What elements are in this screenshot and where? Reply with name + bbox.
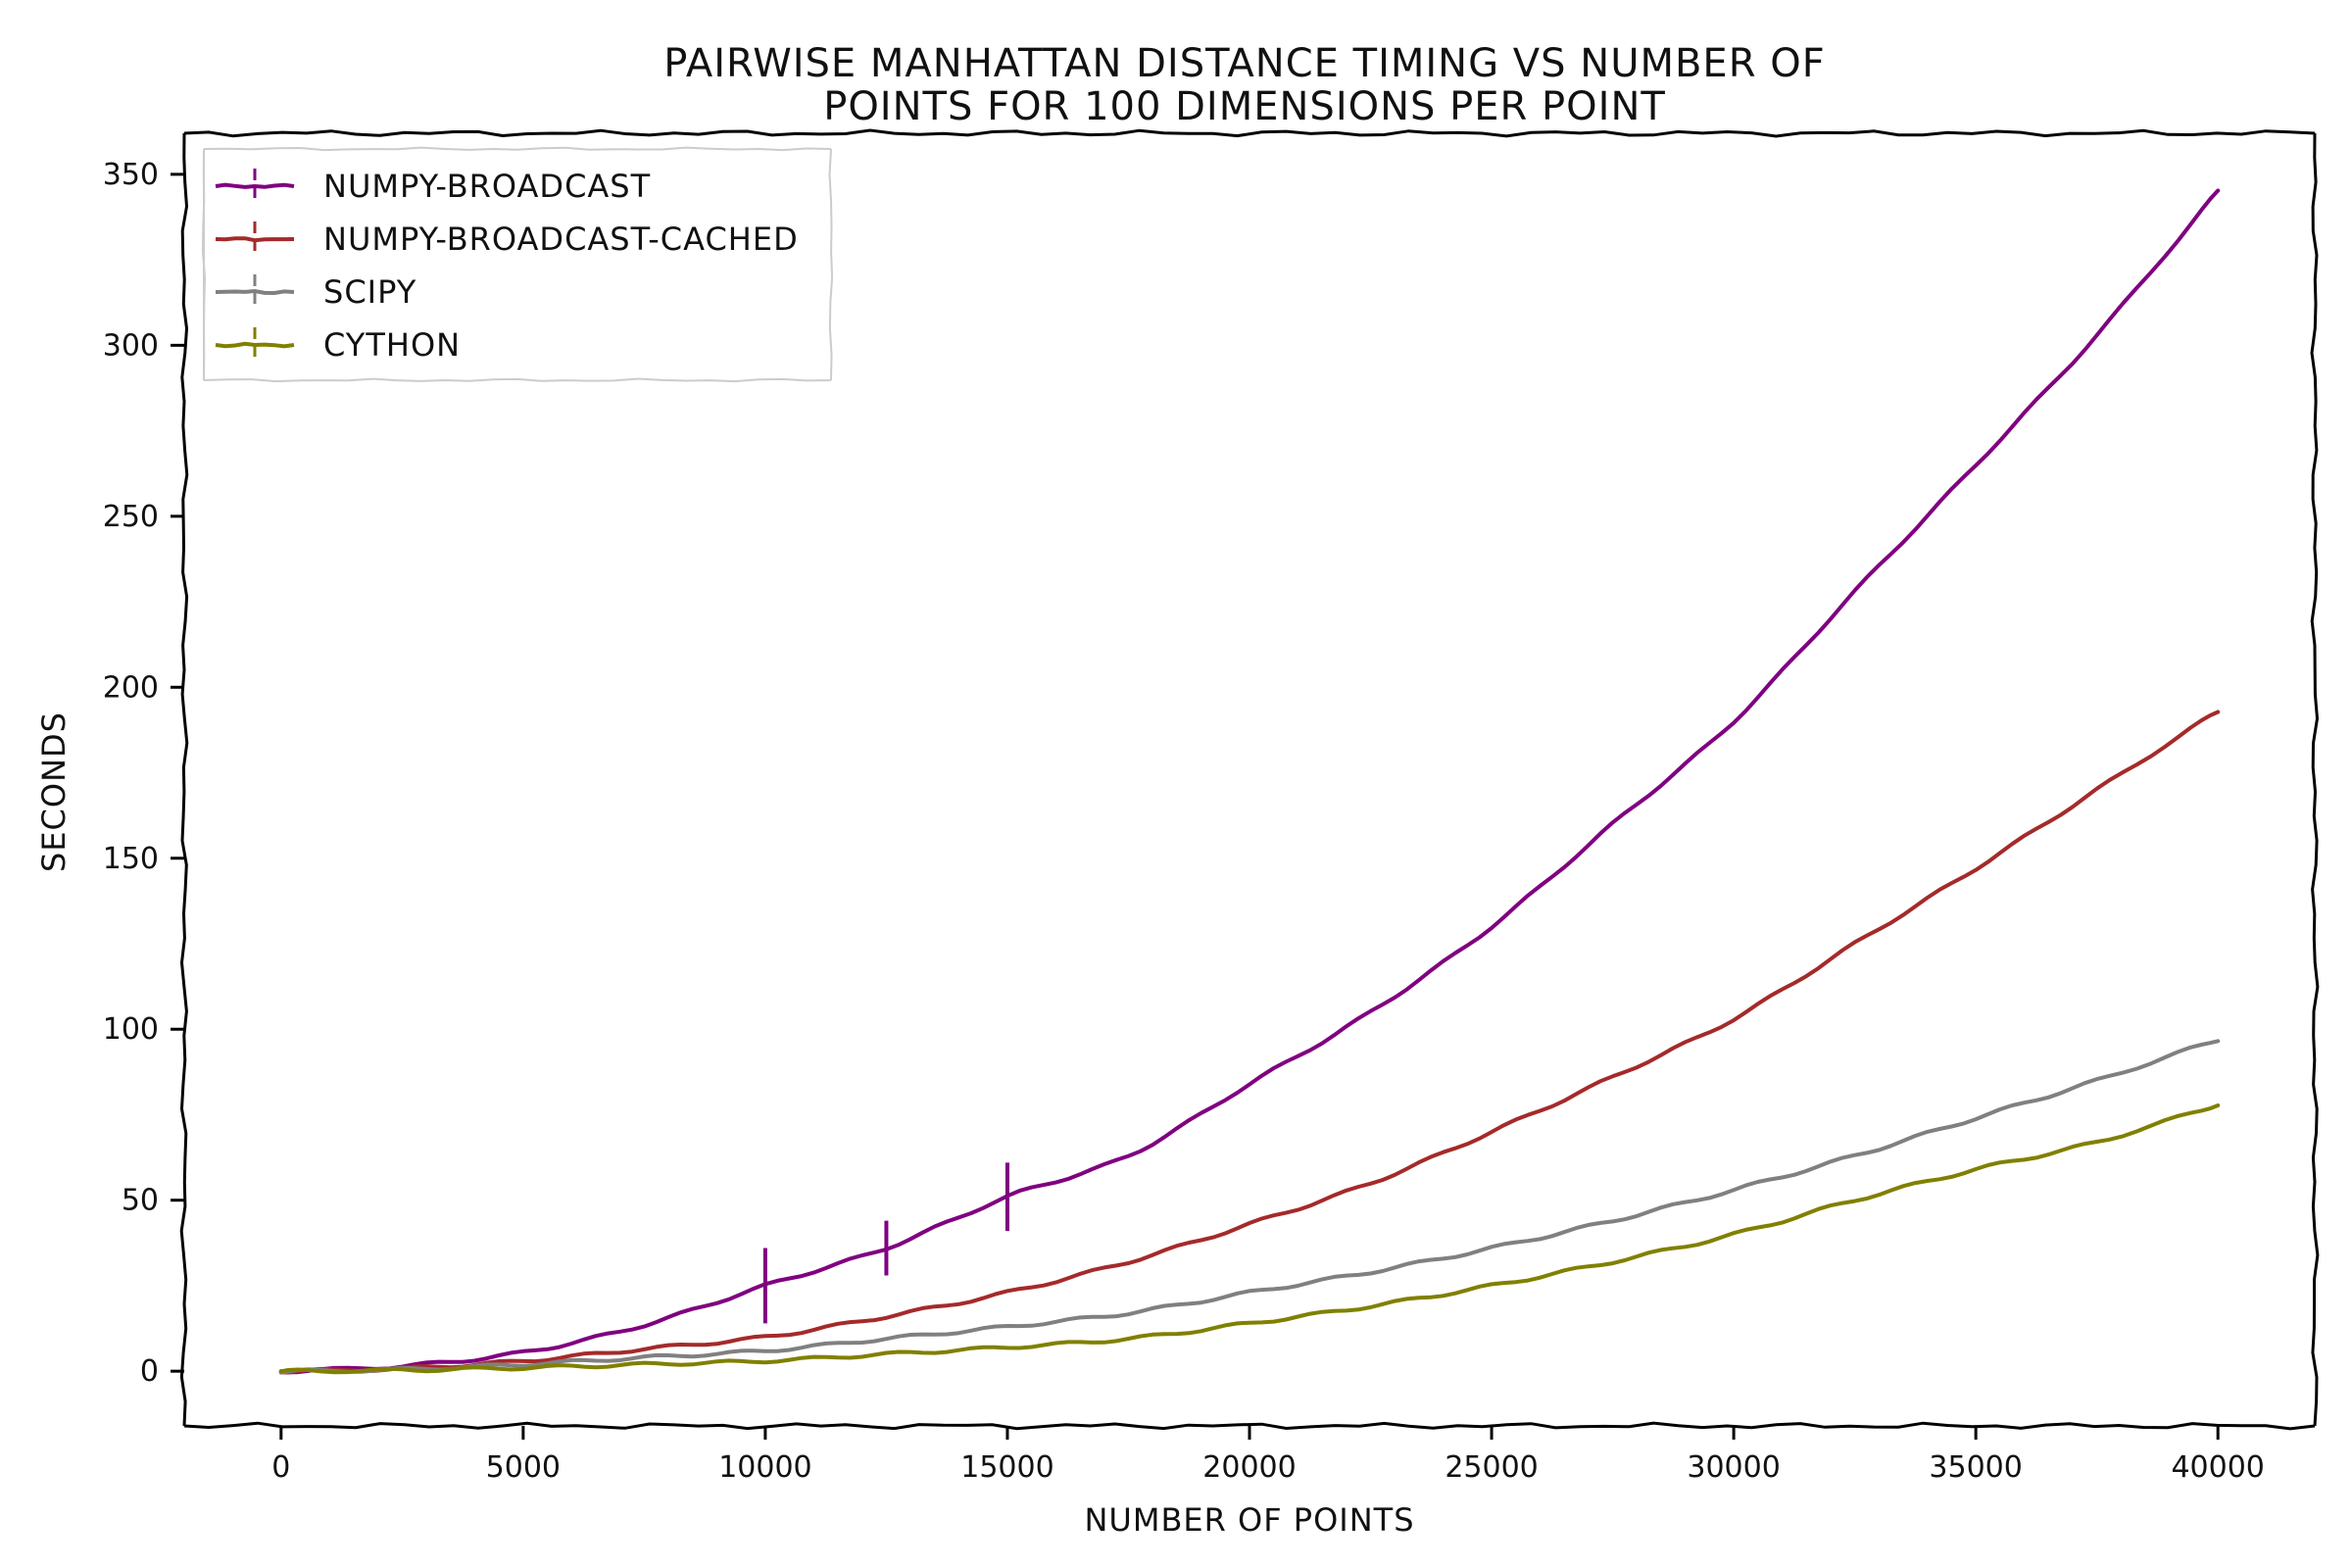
legend-box <box>201 146 834 383</box>
y-axis-label: Seconds <box>35 711 73 872</box>
x-tick-label: 0 <box>271 1450 290 1485</box>
y-tick-label: 150 <box>103 842 159 876</box>
series-line-numpy-broadcast-cached <box>278 710 2221 1375</box>
y-tick-label: 50 <box>122 1184 159 1218</box>
x-tick-label: 25000 <box>1445 1450 1538 1485</box>
x-tick-label: 35000 <box>1929 1450 2022 1485</box>
x-tick-label: 5000 <box>486 1450 561 1485</box>
y-tick-label: 250 <box>103 500 159 534</box>
series-line-cython <box>278 1103 2221 1375</box>
x-tick-label: 10000 <box>718 1450 811 1485</box>
legend-swatch-scipy <box>215 288 295 296</box>
y-tick-label: 200 <box>103 670 159 705</box>
x-tick-label: 15000 <box>960 1450 1054 1485</box>
legend-label-numpy-broadcast-cached: numpy-broadcast-cached <box>323 220 799 258</box>
legend-label-scipy: scipy <box>323 273 416 311</box>
y-tick-label: 100 <box>103 1012 159 1047</box>
y-tick-label: 300 <box>103 328 159 363</box>
series-line-numpy-broadcast <box>278 188 2221 1375</box>
chart-title-line-2: Points for 100 Dimensions per Point <box>823 84 1666 129</box>
axis-ticks: 0 5000 10000 15000 20000 25000 30000 35000 40000… <box>103 158 2265 1485</box>
legend-label-numpy-broadcast: numpy-broadcast <box>323 168 651 205</box>
chart-title-line-1: Pairwise Manhattan Distance Timing vs Nu… <box>663 41 1825 86</box>
x-tick-label: 40000 <box>2171 1450 2264 1485</box>
legend: numpy-broadcast numpy-broadcast-cached sci… <box>201 146 834 383</box>
series-layer <box>278 188 2221 1375</box>
x-tick-label: 30000 <box>1687 1450 1780 1485</box>
x-axis-label: Number of Points <box>1084 1501 1414 1539</box>
y-tick-label: 350 <box>103 158 159 192</box>
x-tick-label: 20000 <box>1202 1450 1296 1485</box>
series-line-scipy <box>278 1039 2221 1375</box>
plot-frame <box>179 128 2320 1431</box>
legend-label-cython: cython <box>323 326 461 364</box>
y-tick-label: 0 <box>140 1354 159 1389</box>
